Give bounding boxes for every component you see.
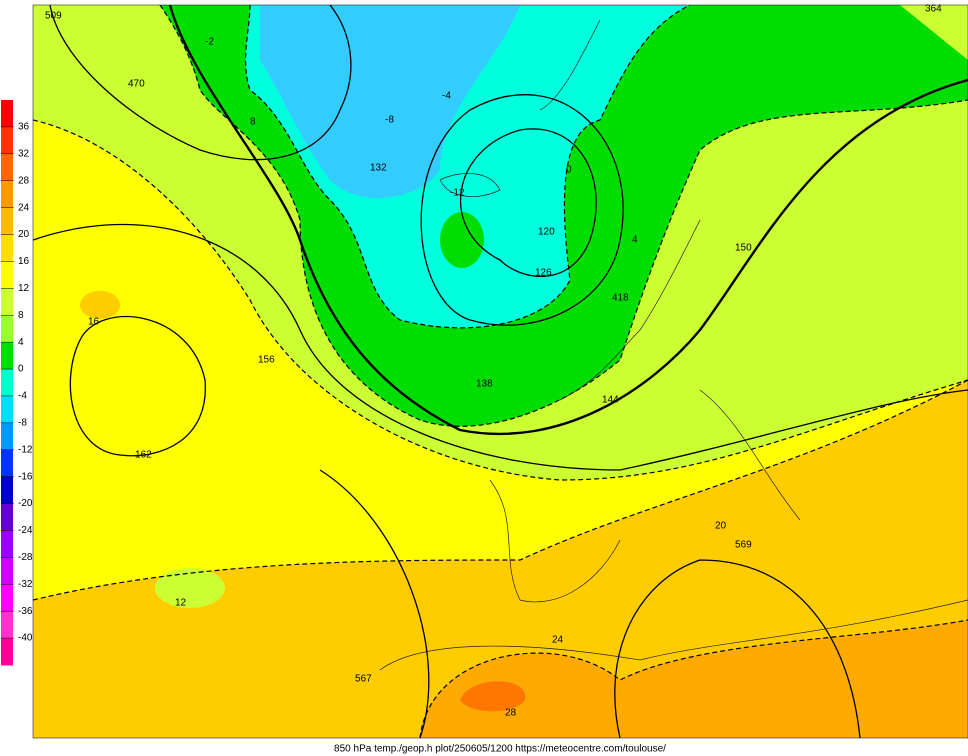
contour-label: 162 xyxy=(135,450,152,461)
colorbar-label: -24 xyxy=(18,525,33,536)
colorbar-label: 36 xyxy=(18,122,30,133)
contour-label: 24 xyxy=(552,635,564,646)
colorbar-label: -8 xyxy=(18,417,27,428)
colorbar-band xyxy=(1,234,13,262)
colorbar-band xyxy=(1,153,13,182)
contour-label: 12 xyxy=(175,598,187,609)
isotherm xyxy=(33,119,968,481)
colorbar-label: 20 xyxy=(18,229,30,240)
temp-field-12 xyxy=(155,568,225,608)
geopotential-contour xyxy=(69,315,206,457)
colorbar-band xyxy=(1,180,13,209)
colorbar-band xyxy=(1,288,13,316)
contour-label: -4 xyxy=(442,91,451,102)
colorbar-band xyxy=(1,530,13,558)
colorbar-band xyxy=(1,611,13,639)
station-value: 364 xyxy=(925,4,942,15)
contour-label: -8 xyxy=(385,115,394,126)
contour-label: 20 xyxy=(715,521,727,532)
colorbar-band xyxy=(1,315,13,343)
colorbar-band xyxy=(1,342,13,370)
contour-label: 4 xyxy=(632,235,638,246)
colorbar-label: -4 xyxy=(18,391,27,402)
station-value: 470 xyxy=(128,79,145,90)
colorbar-label: -16 xyxy=(18,471,33,482)
colorbar-band xyxy=(1,207,13,236)
colorbar-band xyxy=(1,476,13,505)
colorbar-band xyxy=(1,395,13,424)
colorbar-band xyxy=(1,557,13,585)
colorbar-label: 24 xyxy=(18,202,30,213)
isotherm xyxy=(33,379,968,601)
contour-label: 16 xyxy=(88,317,100,328)
contour-label: -12 xyxy=(450,188,465,199)
map-frame xyxy=(32,4,968,739)
colorbar-band xyxy=(1,100,13,128)
colorbar-label: -32 xyxy=(18,579,33,590)
colorbar-label: -40 xyxy=(18,633,33,644)
colorbar-label: -20 xyxy=(18,498,33,509)
colorbar-label: -36 xyxy=(18,606,33,617)
geopotential-contour xyxy=(420,94,624,326)
geopotential-contour xyxy=(49,5,352,161)
colorbar-band xyxy=(1,503,13,531)
temp-field-minus4 xyxy=(260,5,520,199)
colorbar-label: 16 xyxy=(18,256,30,267)
colorbar-label: 32 xyxy=(18,148,30,159)
contour-label: 150 xyxy=(735,243,752,254)
colorbar-band xyxy=(1,126,13,155)
contour-label: 156 xyxy=(258,355,275,366)
colorbar-band xyxy=(1,638,13,666)
station-value: 418 xyxy=(612,293,629,304)
contour-label: -2 xyxy=(205,37,214,48)
isotherm xyxy=(159,5,968,427)
contour-label: 8 xyxy=(250,117,256,128)
isotherm xyxy=(244,5,691,329)
station-value: 569 xyxy=(735,540,752,551)
coastline xyxy=(379,19,968,671)
colorbar-band xyxy=(1,261,13,289)
colorbar-band xyxy=(1,369,13,397)
colorbar-band xyxy=(1,449,13,478)
contour-label: 144 xyxy=(602,395,619,406)
temp-field-28 xyxy=(460,681,526,712)
station-value: 509 xyxy=(45,11,62,22)
temp-field-4 xyxy=(440,212,484,268)
colorbar-label: -12 xyxy=(18,444,33,455)
temp-field-16 xyxy=(80,291,120,319)
temp-field-20 xyxy=(33,380,968,738)
contour-label: 126 xyxy=(535,268,552,279)
contour-label: 138 xyxy=(476,379,493,390)
geopotential-contour xyxy=(319,469,861,738)
colorbar-label: 12 xyxy=(18,283,30,294)
isotherm xyxy=(419,619,968,738)
colorbar-band xyxy=(1,422,13,451)
contour-label: 0 xyxy=(566,165,572,176)
contour-label: 28 xyxy=(505,708,517,719)
colorbar-label: 4 xyxy=(18,337,24,348)
contour-label: 132 xyxy=(370,163,387,174)
colorbar-band xyxy=(1,584,13,612)
colorbar-label: 0 xyxy=(18,364,24,375)
geopotential-contour xyxy=(460,128,597,277)
colorbar-label: 8 xyxy=(18,310,24,321)
temp-field-24 xyxy=(420,620,968,738)
geopotential-contour xyxy=(33,223,968,471)
map: 132 138 144 150 156 162 120 126 0 4 8 12… xyxy=(32,4,968,739)
colorbar-label: -28 xyxy=(18,552,33,563)
caption: 850 hPa temp./geop.h plot/250605/1200 ht… xyxy=(334,744,666,755)
colorbar-label: 28 xyxy=(18,175,30,186)
colorbar: 36 32 28 24 20 16 12 8 4 0 -4 -8 -12 -16 -20 -24 -28 -32 -… xyxy=(1,100,33,666)
contour-label: 120 xyxy=(538,227,555,238)
geopotential-contour-bold xyxy=(168,5,968,436)
station-value: 567 xyxy=(355,674,372,685)
